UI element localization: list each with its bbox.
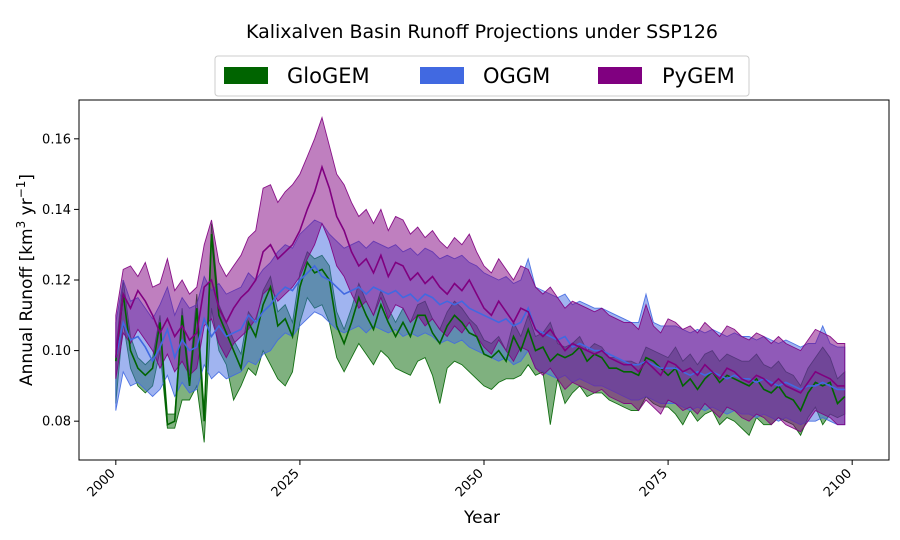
y-tick-label: 0.14 (42, 203, 71, 218)
y-axis-label-mid: yr (17, 198, 37, 220)
chart-title: Kalixalven Basin Runoff Projections unde… (246, 21, 718, 43)
y-tick-label: 0.12 (42, 274, 71, 289)
y-axis-label-sup1: 3 (14, 221, 28, 229)
y-axis-label-main: Annual Runoff [km (17, 228, 37, 386)
legend: GloGEM OGGM PyGEM (214, 55, 750, 97)
y-tick-label: 0.10 (42, 344, 71, 359)
uncertainty-bands (115, 116, 846, 443)
legend-label-pygem: PyGEM (662, 64, 735, 88)
band-pygem (115, 116, 846, 433)
legend-frame (214, 55, 750, 97)
mean-lines (115, 164, 846, 426)
y-axis-label-end: ] (17, 174, 37, 181)
y-axis-label: Annual Runoff [km3 yr−1] (14, 174, 37, 386)
line-glogem (115, 234, 846, 426)
x-axis-label: Year (463, 508, 500, 528)
legend-swatch-oggm (420, 67, 464, 84)
y-axis: 0.08 0.10 0.12 0.14 0.16 (42, 132, 79, 430)
y-tick-label: 0.08 (42, 415, 71, 430)
legend-label-glogem: GloGEM (287, 64, 370, 88)
line-oggm (115, 264, 845, 391)
legend-swatch-pygem (598, 67, 642, 84)
y-tick-label: 0.16 (42, 132, 71, 147)
y-axis-label-sup2: −1 (14, 181, 28, 199)
legend-swatch-glogem (224, 67, 268, 84)
line-pygem (115, 164, 845, 394)
legend-label-oggm: OGGM (483, 64, 550, 88)
